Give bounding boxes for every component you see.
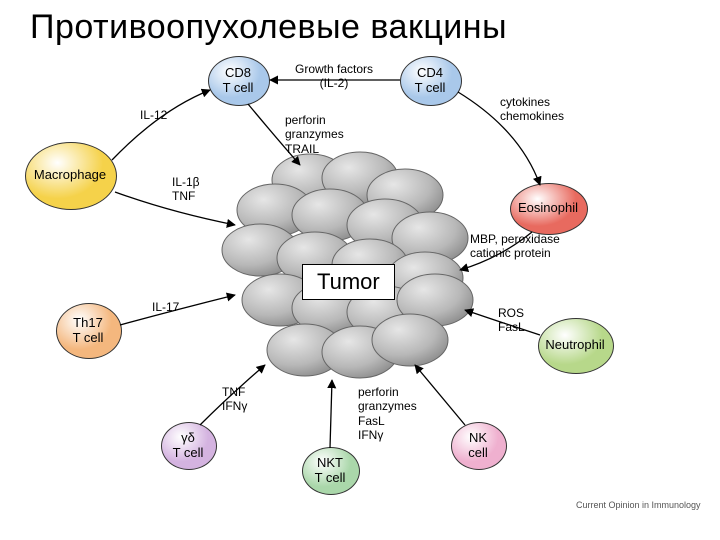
- edge-label-pgt: perforingranzymesTRAIL: [285, 113, 344, 156]
- edge-label-ros: ROSFasL: [498, 306, 525, 335]
- edge-label-cyto: cytokineschemokines: [500, 95, 564, 124]
- diagram-canvas: Противоопухолевые вакцины MacrophageCD8T…: [0, 0, 720, 540]
- tumor-label: Tumor: [302, 264, 395, 300]
- arrow-mac-cd8: [112, 90, 210, 160]
- edge-label-il1b: IL-1βTNF: [172, 175, 200, 204]
- edge-label-mbp: MBP, peroxidasecationic protein: [470, 232, 560, 261]
- arrow-nkt-tumor: [330, 380, 332, 448]
- edge-label-tnfi: TNFIFNγ: [222, 385, 247, 414]
- edge-label-il12: IL-12: [140, 108, 167, 122]
- edge-label-il17: IL-17: [152, 300, 179, 314]
- arrow-nk-tumor: [415, 365, 465, 425]
- edge-label-gf: Growth factors(IL-2): [295, 62, 373, 91]
- edge-label-pgfi: perforingranzymesFasLIFNγ: [358, 385, 417, 443]
- credit-line: Current Opinion in Immunology: [576, 500, 701, 510]
